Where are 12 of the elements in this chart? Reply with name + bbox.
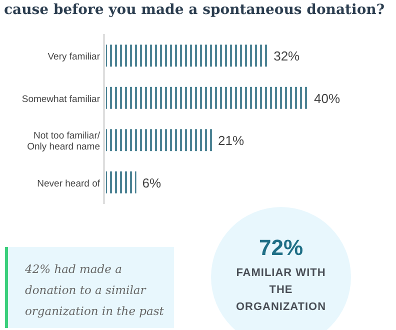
chart-title: cause before you made a spontaneous donation? [4, 2, 385, 18]
data-label: 6% [142, 175, 162, 190]
y-tick-label: Never heard of [37, 178, 100, 190]
data-label: 40% [314, 90, 340, 106]
y-tick-label: Not too familiar/ Only heard name [27, 130, 100, 153]
data-label: 32% [274, 48, 300, 64]
text: FAMILIAR WITH THE ORGANIZATION [234, 266, 328, 315]
y-tick-label: Very familiar [48, 52, 100, 63]
text: 72% [258, 235, 304, 261]
y-tick-label: Somewhat familiar [22, 94, 100, 105]
data-label: 21% [218, 133, 245, 148]
text: 42% had made a donation to a similar organization in the past [5, 247, 174, 328]
